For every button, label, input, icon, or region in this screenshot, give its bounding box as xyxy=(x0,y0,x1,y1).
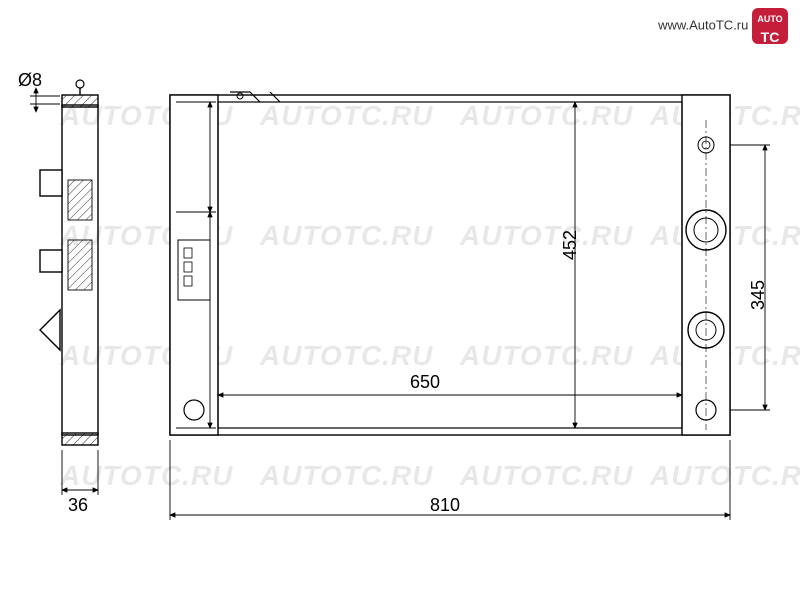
front-view xyxy=(170,92,770,520)
side-view xyxy=(30,80,98,495)
technical-drawing xyxy=(0,0,800,600)
